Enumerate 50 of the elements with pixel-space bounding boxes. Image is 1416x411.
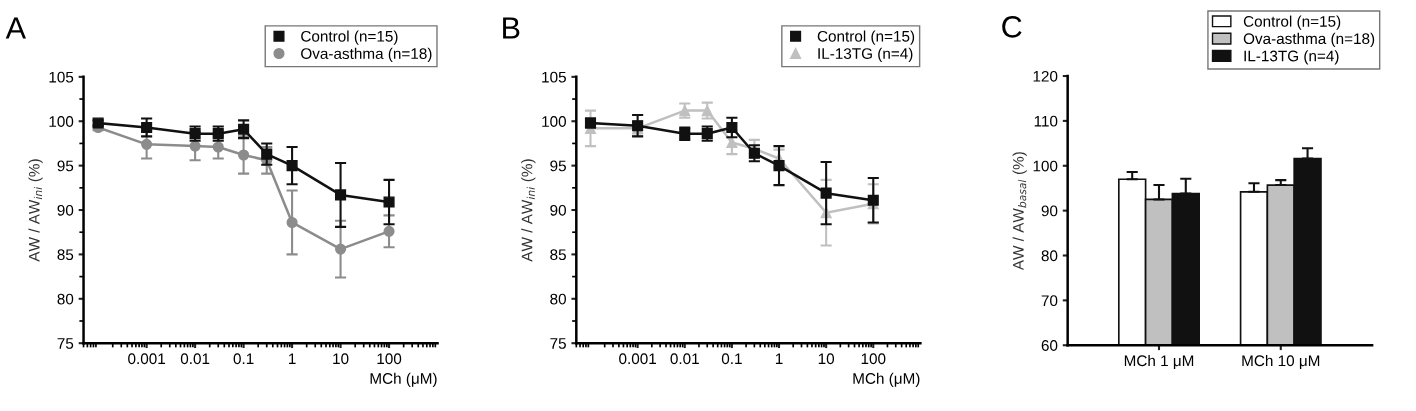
y-tick-label: 90 <box>1041 205 1058 217</box>
legend-label: Ova-asthma (n=18) <box>301 47 432 63</box>
y-tick-label: 90 <box>550 204 566 216</box>
x-tick-label: 0.1 <box>233 353 254 365</box>
legend-label: Control (n=15) <box>817 30 915 45</box>
legend-label: Control (n=15) <box>1243 15 1341 30</box>
y-tick-label: 105 <box>49 71 74 83</box>
x-axis-title: MCh (μM) <box>853 372 920 387</box>
x-tick-label: 0.001 <box>128 353 165 365</box>
y-tick-label: 85 <box>57 249 74 261</box>
y-tick-label: 95 <box>550 160 566 172</box>
x-tick-label: 10 <box>818 353 835 365</box>
x-tick-label: MCh 1 μM <box>1124 354 1194 369</box>
y-tick-label: 95 <box>57 160 74 172</box>
x-axis-title: MCh (μM) <box>370 372 437 387</box>
legend-label: Control (n=15) <box>301 30 398 45</box>
y-axis-title: AW / AW$_{ini}$ (%) <box>28 159 43 262</box>
x-tick-label: 0.001 <box>619 353 656 365</box>
y-tick-label: 100 <box>542 116 566 127</box>
legend-label: IL-13TG (n=4) <box>1244 50 1339 65</box>
y-tick-label: 70 <box>1041 295 1058 307</box>
y-tick-label: 80 <box>1041 250 1058 262</box>
y-tick-label: 60 <box>1041 340 1058 351</box>
x-tick-label: 0.1 <box>721 353 742 365</box>
y-tick-label: 90 <box>57 204 74 216</box>
chart-title: A <box>5 17 26 39</box>
x-tick-label: MCh 10 μM <box>1242 354 1320 369</box>
legend-label: IL-13TG (n=4) <box>818 47 913 63</box>
y-tick-label: 75 <box>57 338 74 349</box>
x-tick-label: 1 <box>775 353 783 364</box>
x-tick-label: 0.01 <box>180 353 210 365</box>
y-axis-title: AW / AW$_{ini}$ (%) <box>521 159 536 262</box>
y-tick-label: 80 <box>550 293 566 305</box>
x-tick-label: 1 <box>289 353 296 364</box>
y-tick-label: 110 <box>1034 115 1058 127</box>
chart-title: C <box>1002 16 1022 38</box>
legend-label: Ova-asthma (n=18) <box>1243 32 1375 48</box>
y-tick-label: 100 <box>1033 160 1058 172</box>
x-tick-label: 0.01 <box>670 353 699 365</box>
y-tick-label: 85 <box>550 249 566 261</box>
x-tick-label: 100 <box>377 353 402 365</box>
y-tick-label: 105 <box>542 71 566 83</box>
y-tick-label: 75 <box>550 338 566 349</box>
chart-title: B <box>503 17 520 39</box>
x-tick-label: 100 <box>861 353 886 365</box>
y-axis-title: AW / AW$_{basal}$ (%) <box>1012 152 1027 271</box>
y-tick-label: 100 <box>49 116 74 127</box>
y-tick-label: 120 <box>1033 70 1058 82</box>
x-tick-label: 10 <box>333 353 349 365</box>
y-tick-label: 80 <box>57 293 74 305</box>
